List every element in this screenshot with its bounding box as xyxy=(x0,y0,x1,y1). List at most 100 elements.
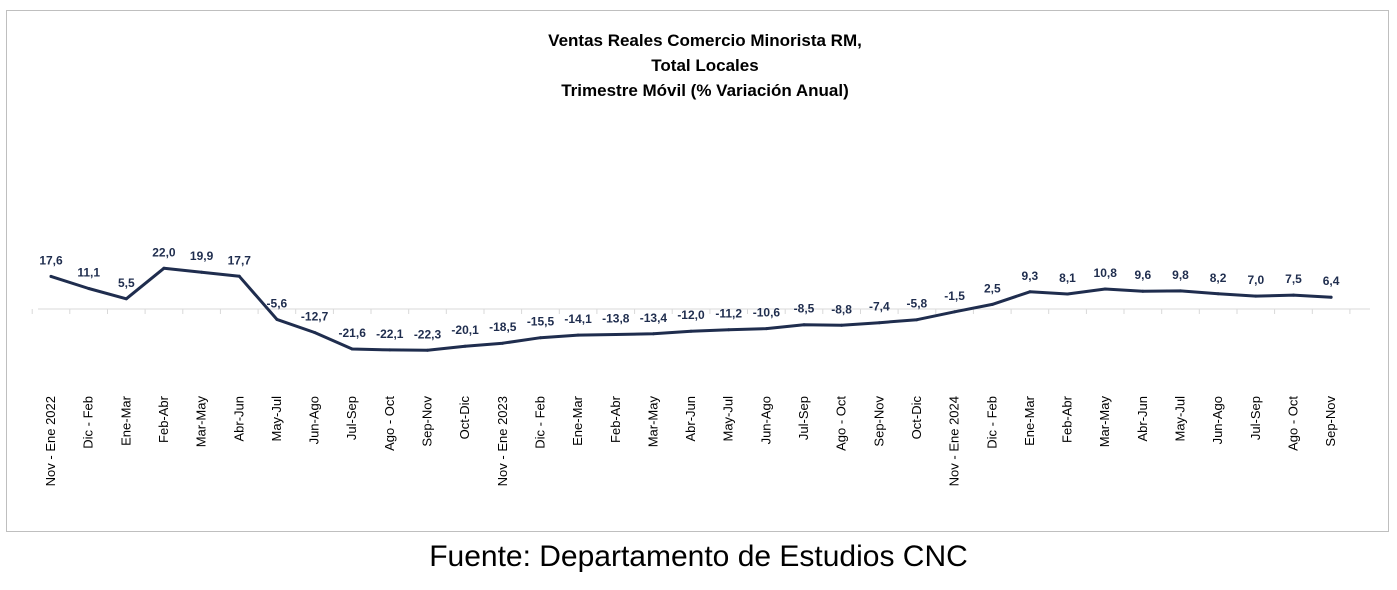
data-point xyxy=(1292,293,1295,297)
data-point xyxy=(124,297,128,301)
x-tick-label: Dic - Feb xyxy=(984,396,999,449)
data-point xyxy=(764,327,768,331)
chart-title-line-2: Total Locales xyxy=(651,56,758,75)
data-label: -7,4 xyxy=(869,300,890,314)
x-tick-label: Oct-Dic xyxy=(909,396,924,440)
data-point xyxy=(651,332,655,336)
data-label: 7,5 xyxy=(1285,272,1302,286)
data-point xyxy=(990,302,994,306)
data-label: 8,1 xyxy=(1059,271,1076,285)
data-label: 17,7 xyxy=(228,253,252,267)
x-tick-label: Oct-Dic xyxy=(457,396,472,440)
data-label: -10,6 xyxy=(753,306,781,320)
x-tick-label: Feb-Abr xyxy=(608,395,623,443)
data-point xyxy=(237,274,241,278)
data-point xyxy=(275,317,279,321)
x-tick-label: Jul-Sep xyxy=(344,396,359,440)
data-label: -8,5 xyxy=(794,302,815,316)
x-tick-label: Ago - Oct xyxy=(834,396,849,451)
data-point xyxy=(1179,289,1182,293)
data-label: -12,0 xyxy=(677,308,705,322)
data-point xyxy=(1141,289,1145,293)
data-point xyxy=(463,344,467,348)
data-label: 11,1 xyxy=(77,266,100,280)
data-label: 6,4 xyxy=(1323,274,1340,288)
data-point xyxy=(501,341,505,345)
chart-title-line-3: Trimestre Móvil (% Variación Anual) xyxy=(561,81,849,100)
data-point xyxy=(162,266,166,270)
data-label: -15,5 xyxy=(527,315,555,329)
x-tick-label: Dic - Feb xyxy=(533,396,548,449)
data-label: -11,2 xyxy=(715,307,742,321)
data-label: 7,0 xyxy=(1247,273,1264,287)
data-label: -13,4 xyxy=(640,311,668,325)
data-label: -8,8 xyxy=(831,302,852,316)
data-point xyxy=(840,323,844,327)
x-tick-label: Ene-Mar xyxy=(118,395,133,446)
data-point xyxy=(1254,294,1258,298)
x-tick-label: Abr-Jun xyxy=(683,396,698,442)
data-point xyxy=(877,321,881,325)
data-point xyxy=(388,348,392,352)
data-label: 19,9 xyxy=(190,249,214,263)
data-label: 9,3 xyxy=(1022,269,1039,283)
x-tick-label: Ene-Mar xyxy=(1022,395,1037,446)
x-tick-label: Sep-Nov xyxy=(1323,396,1338,447)
x-tick-label: Nov - Ene 2023 xyxy=(495,396,510,486)
data-label: 17,6 xyxy=(39,253,63,267)
data-point xyxy=(200,270,204,274)
x-tick-label: Ago - Oct xyxy=(1286,396,1301,451)
source-note: Fuente: Departamento de Estudios CNC xyxy=(429,540,968,573)
x-tick-label: Feb-Abr xyxy=(156,395,171,443)
data-point xyxy=(539,336,542,340)
data-point xyxy=(426,348,429,352)
x-tick-label: May-Jul xyxy=(1173,396,1188,442)
x-tick-label: Mar-May xyxy=(645,396,660,448)
data-point xyxy=(1216,292,1220,296)
x-tick-label: Ene-Mar xyxy=(570,395,585,446)
x-tick-label: Dic - Feb xyxy=(81,396,96,449)
data-point xyxy=(1028,290,1032,294)
x-tick-label: Jun-Ago xyxy=(758,396,773,444)
data-label: 9,8 xyxy=(1172,268,1189,282)
data-point xyxy=(953,310,957,314)
data-point xyxy=(1103,287,1107,291)
data-label: -5,6 xyxy=(267,296,288,310)
x-tick-label: Jun-Ago xyxy=(1210,396,1225,444)
data-label: -18,5 xyxy=(489,320,517,334)
data-point xyxy=(689,329,693,333)
data-label: -20,1 xyxy=(451,323,479,337)
x-tick-label: Mar-May xyxy=(194,396,209,448)
line-chart: Ventas Reales Comercio Minorista RM, Tot… xyxy=(31,31,1370,486)
data-label: -1,5 xyxy=(944,289,965,303)
data-point xyxy=(87,287,91,290)
chart-frame: Ventas Reales Comercio Minorista RM, Tot… xyxy=(6,10,1389,532)
data-label: -22,1 xyxy=(376,327,404,341)
data-label: -13,8 xyxy=(602,312,630,326)
x-axis-labels: Nov - Ene 2022 Dic - Feb Ene-Mar Feb-Abr Mar… xyxy=(43,395,1338,486)
x-tick-label: Sep-Nov xyxy=(871,396,886,447)
data-point xyxy=(802,323,806,327)
data-label: -14,1 xyxy=(564,312,592,326)
x-tick-label: Nov - Ene 2022 xyxy=(43,396,58,486)
data-point xyxy=(576,333,580,337)
x-tick-label: Feb-Abr xyxy=(1060,395,1075,443)
x-tick-label: Nov - Ene 2024 xyxy=(947,396,962,486)
data-point xyxy=(313,331,317,334)
data-label: -12,7 xyxy=(301,310,329,324)
x-tick-label: Mar-May xyxy=(1097,396,1112,448)
x-tick-label: Abr-Jun xyxy=(1135,396,1150,442)
data-label: 10,8 xyxy=(1094,266,1118,280)
data-label: 9,6 xyxy=(1134,268,1151,282)
data-point xyxy=(915,318,919,322)
data-point xyxy=(614,333,618,336)
data-label: 5,5 xyxy=(118,276,135,290)
data-label: -5,8 xyxy=(907,297,928,311)
data-point xyxy=(1329,295,1333,299)
x-tick-label: Jul-Sep xyxy=(796,396,811,440)
data-label: 8,2 xyxy=(1210,271,1227,285)
data-label: -21,6 xyxy=(339,326,367,340)
data-label: 2,5 xyxy=(984,281,1001,295)
x-tick-label: May-Jul xyxy=(721,396,736,442)
chart-title-line-1: Ventas Reales Comercio Minorista RM, xyxy=(548,31,862,50)
